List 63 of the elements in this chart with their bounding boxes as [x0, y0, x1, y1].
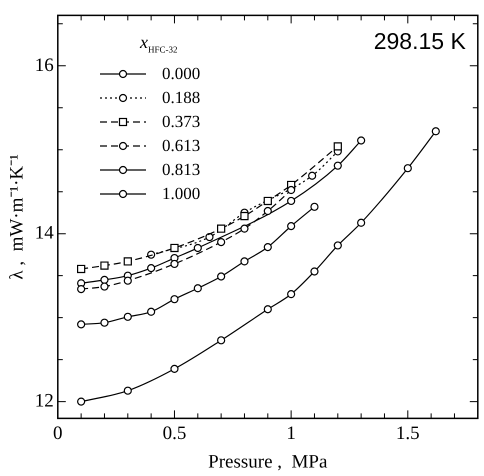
point: [170, 364, 179, 373]
point: [264, 305, 272, 314]
point: [217, 224, 226, 233]
point: [334, 162, 342, 170]
point: [217, 272, 226, 281]
point: [217, 336, 226, 344]
x-tick-label: 0: [53, 422, 63, 444]
point: [310, 202, 319, 211]
point: [100, 261, 109, 270]
legend-title: x$_{HFC-32}$: [138, 31, 179, 57]
y-tick-label: 16: [34, 54, 54, 76]
legend-label: 0.613: [162, 134, 200, 157]
point: [77, 398, 86, 406]
legend-label: 0.188: [162, 86, 200, 109]
point: [287, 290, 296, 298]
point: [357, 136, 366, 145]
point: [124, 257, 132, 266]
legend-label: 0.000: [162, 62, 200, 85]
point: [264, 196, 272, 206]
point: [100, 276, 109, 284]
point: [264, 243, 272, 252]
point: [77, 285, 86, 294]
point: [357, 218, 366, 227]
point: [240, 224, 249, 233]
point: [124, 386, 132, 395]
point: [124, 276, 132, 285]
point: [287, 186, 296, 194]
point: [100, 318, 109, 327]
legend-label: 0.373: [162, 110, 200, 133]
point: [308, 172, 316, 180]
y-tick-label: 14: [34, 222, 54, 244]
point: [170, 260, 179, 268]
point: [77, 264, 86, 274]
x-tick-label: 1: [286, 422, 296, 444]
x-tick-label: 0.5: [162, 422, 186, 444]
x-axis-title: Pressure , MPa: [208, 452, 328, 473]
legend-label: 1.000: [162, 182, 200, 205]
annotation: 298.15 K: [374, 28, 466, 54]
point: [170, 244, 179, 252]
legend-label: 0.813: [162, 158, 200, 181]
point: [264, 206, 272, 216]
point: [170, 295, 179, 304]
point: [77, 320, 86, 328]
point: [404, 164, 412, 172]
point: [240, 212, 249, 220]
point: [194, 244, 202, 252]
point: [124, 312, 132, 321]
y-tick-label: 12: [34, 390, 54, 412]
point: [100, 282, 109, 291]
x-tick-label: 1.5: [396, 422, 420, 444]
point: [205, 232, 214, 242]
point: [287, 222, 296, 230]
point: [194, 284, 202, 292]
point: [240, 257, 249, 266]
point: [147, 264, 156, 272]
point: [147, 308, 156, 316]
point: [217, 238, 226, 246]
point: [432, 127, 440, 136]
point: [334, 241, 342, 250]
point: [310, 267, 319, 276]
y-axis-title: λ , mW·m⁻¹·K⁻¹: [6, 154, 28, 280]
point: [287, 196, 296, 206]
point: [334, 142, 342, 151]
